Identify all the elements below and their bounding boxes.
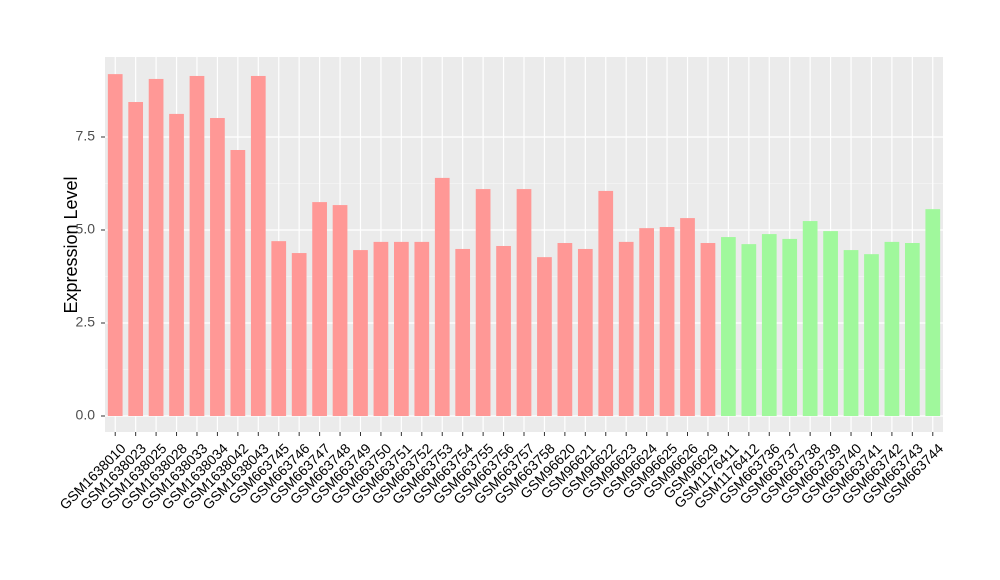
bar [373,241,389,417]
bar [455,248,471,417]
bar [925,209,941,417]
y-tick-label: 7.5 [76,128,96,144]
bar [680,218,695,417]
bar [618,241,634,417]
bar [823,231,838,417]
bar [700,243,716,417]
bar [598,190,614,417]
bar [189,75,205,417]
bar [496,245,511,417]
bar [475,189,491,417]
bar [148,78,164,417]
bar [332,205,348,417]
bar [394,241,409,417]
bar [843,250,859,417]
y-tick-label: 0.0 [76,407,96,423]
bar [516,189,532,417]
bar [271,241,287,417]
bar [864,254,879,417]
bar [639,228,654,417]
bar [761,234,777,417]
bar [250,75,266,417]
bar [353,250,368,417]
y-axis-title: Expression Level [61,176,81,313]
bar [230,150,246,417]
bar [312,202,327,417]
bar [414,241,430,417]
bar [128,102,144,417]
bar [802,221,818,417]
bar [904,243,920,417]
bar [884,241,900,417]
bar [741,244,757,417]
y-tick-label: 5.0 [76,221,96,237]
bar [577,248,593,417]
bar [107,74,123,417]
y-tick-label: 2.5 [76,314,96,330]
bar [782,238,798,417]
bar [169,113,184,417]
bar [557,243,573,417]
bar [210,118,225,417]
bar [291,253,307,417]
bar [721,237,736,417]
bar [537,257,552,417]
bar [434,177,450,417]
bar [659,227,675,417]
